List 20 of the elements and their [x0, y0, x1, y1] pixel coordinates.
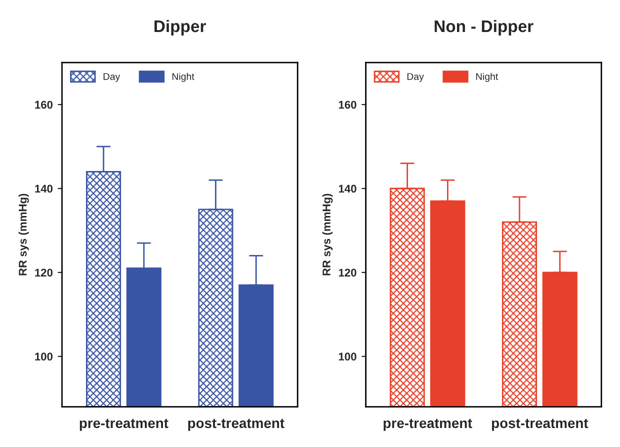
- y-tick-label: 120: [35, 268, 53, 277]
- x-tick-label: pre-treatment: [384, 418, 472, 431]
- y-axis-title: RR sys (mmHg): [322, 194, 333, 276]
- legend-label: Night: [476, 72, 498, 82]
- legend-label: Day: [104, 73, 120, 82]
- y-tick-label: 100: [35, 352, 53, 361]
- y-tick-label: 120: [338, 268, 356, 277]
- chart-title: Dipper: [154, 20, 206, 36]
- y-tick-label: 160: [338, 100, 356, 109]
- y-axis-title: RR sys (mmHg): [18, 194, 29, 276]
- legend-label: Night: [172, 72, 194, 82]
- x-tick-label: post-treatment: [492, 418, 588, 431]
- y-tick-label: 140: [35, 184, 53, 193]
- y-tick-label: 140: [338, 184, 356, 193]
- x-tick-label: post-treatment: [188, 418, 284, 431]
- y-tick-label: 160: [35, 100, 53, 109]
- x-tick-label: pre-treatment: [80, 418, 168, 431]
- y-tick-label: 100: [338, 352, 356, 361]
- legend-label: Day: [407, 73, 424, 82]
- chart-title: Non - Dipper: [434, 20, 534, 36]
